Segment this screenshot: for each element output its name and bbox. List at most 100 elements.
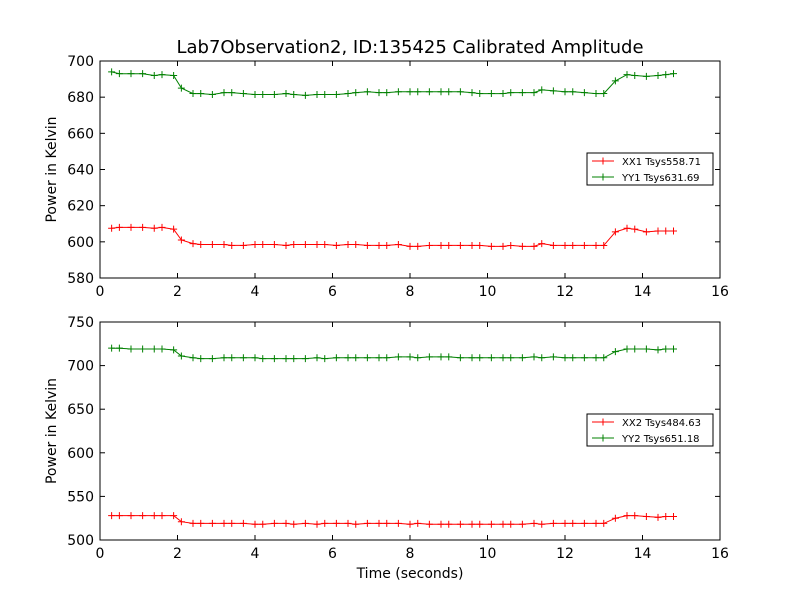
- data-point: [282, 90, 290, 98]
- data-point: [115, 70, 123, 78]
- data-point: [375, 519, 383, 527]
- data-point: [301, 241, 309, 249]
- data-point: [189, 354, 197, 362]
- legend-label: YY2 Tsys651.18: [621, 434, 700, 445]
- legend-marker: [599, 157, 607, 165]
- data-point: [561, 88, 569, 96]
- data-point: [437, 520, 445, 528]
- x-tick-label: 0: [96, 546, 105, 562]
- data-point: [108, 512, 116, 520]
- data-point: [631, 71, 639, 79]
- data-point: [468, 354, 476, 362]
- data-point: [611, 348, 619, 356]
- data-point: [158, 71, 166, 79]
- data-point: [208, 355, 216, 363]
- data-point: [476, 354, 484, 362]
- data-point: [158, 223, 166, 231]
- data-point: [654, 346, 662, 354]
- data-point: [406, 88, 414, 96]
- y-tick-label: 680: [67, 90, 94, 106]
- data-point: [177, 518, 185, 526]
- x-tick-label: 8: [406, 546, 415, 562]
- data-point: [383, 241, 391, 249]
- data-point: [538, 354, 546, 362]
- data-point: [282, 519, 290, 527]
- data-point: [487, 520, 495, 528]
- data-point: [228, 519, 236, 527]
- data-point: [642, 72, 650, 80]
- data-point: [115, 512, 123, 520]
- data-point: [189, 90, 197, 98]
- data-point: [631, 225, 639, 233]
- data-point: [445, 88, 453, 96]
- data-point: [177, 84, 185, 92]
- data-point: [158, 512, 166, 520]
- data-point: [313, 241, 321, 249]
- data-point: [623, 224, 631, 232]
- data-point: [561, 519, 569, 527]
- data-point: [414, 88, 422, 96]
- data-point: [569, 88, 577, 96]
- data-point: [662, 227, 670, 235]
- data-point: [197, 90, 205, 98]
- data-point: [115, 344, 123, 352]
- data-point: [321, 355, 329, 363]
- data-point: [383, 89, 391, 97]
- data-point: [611, 228, 619, 236]
- data-point: [127, 512, 135, 520]
- y-tick-label: 500: [67, 533, 94, 549]
- data-point: [259, 355, 267, 363]
- data-point: [344, 354, 352, 362]
- x-axis-label: Time (seconds): [356, 566, 464, 582]
- data-point: [476, 90, 484, 98]
- data-point: [321, 519, 329, 527]
- data-point: [487, 354, 495, 362]
- data-point: [313, 354, 321, 362]
- data-point: [228, 354, 236, 362]
- data-point: [437, 241, 445, 249]
- data-point: [456, 520, 464, 528]
- x-tick-label: 4: [251, 546, 260, 562]
- data-point: [139, 70, 147, 78]
- data-point: [437, 88, 445, 96]
- data-point: [600, 90, 608, 98]
- data-point: [600, 519, 608, 527]
- data-point: [507, 354, 515, 362]
- data-point: [115, 223, 123, 231]
- data-point: [301, 519, 309, 527]
- data-point: [332, 519, 340, 527]
- data-point: [642, 228, 650, 236]
- data-point: [127, 223, 135, 231]
- data-point: [290, 90, 298, 98]
- data-point: [569, 354, 577, 362]
- data-point: [654, 71, 662, 79]
- x-tick-label: 0: [96, 284, 105, 300]
- data-point: [425, 88, 433, 96]
- data-point: [538, 520, 546, 528]
- data-point: [592, 241, 600, 249]
- data-point: [580, 89, 588, 97]
- data-point: [344, 241, 352, 249]
- data-point: [499, 520, 507, 528]
- data-point: [383, 519, 391, 527]
- data-point: [476, 520, 484, 528]
- data-point: [208, 90, 216, 98]
- data-point: [549, 241, 557, 249]
- data-point: [239, 241, 247, 249]
- data-point: [197, 241, 205, 249]
- data-point: [239, 519, 247, 527]
- data-point: [662, 345, 670, 353]
- data-point: [375, 354, 383, 362]
- data-point: [189, 519, 197, 527]
- data-point: [631, 512, 639, 520]
- data-point: [170, 512, 178, 520]
- data-point: [177, 352, 185, 360]
- chart-title: Lab7Observation2, ID:135425 Calibrated A…: [176, 37, 643, 58]
- data-point: [611, 77, 619, 85]
- panel-1: 0 2 4 6 8 10 12 14 16 580 600 620 640 660 680 700 Power …: [44, 54, 729, 300]
- data-point: [321, 241, 329, 249]
- y-tick-label: 650: [67, 402, 94, 418]
- data-point: [251, 354, 259, 362]
- legend-box: [586, 413, 714, 447]
- data-point: [290, 355, 298, 363]
